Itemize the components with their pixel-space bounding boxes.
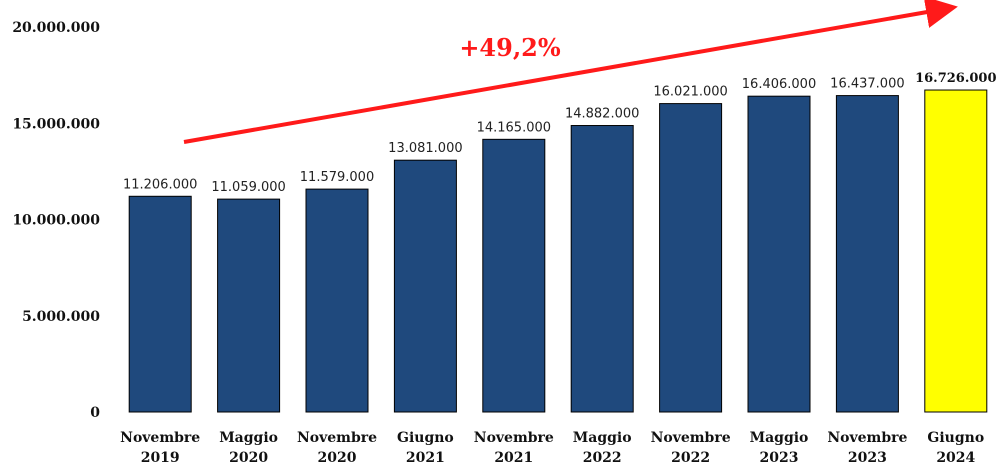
x-tick-label-year: 2021 [494, 450, 533, 466]
bar [835, 95, 899, 413]
x-tick-label-year: 2022 [671, 450, 710, 466]
x-tick-label-period: Maggio [750, 430, 809, 446]
x-tick-label-period: Novembre [651, 430, 731, 446]
x-tick-label-period: Giugno [927, 430, 984, 446]
x-tick-label-period: Maggio [219, 430, 278, 446]
bar [128, 195, 192, 413]
trend-annotation: +49,2% [183, 0, 958, 144]
x-tick-label-period: Giugno [397, 430, 454, 446]
x-tick-label-year: 2023 [848, 450, 887, 466]
bar [747, 95, 811, 413]
y-tick-label: 0 [90, 405, 100, 421]
bar [570, 125, 634, 413]
x-tick-label-year: 2019 [141, 450, 180, 466]
growth-annotation: +49,2% [459, 33, 561, 62]
trend-arrow [183, 0, 958, 144]
y-tick-label: 15.000.000 [12, 116, 100, 132]
y-tick-label: 5.000.000 [22, 309, 100, 325]
data-label: 16.021.000 [653, 85, 727, 100]
data-label: 16.726.000 [915, 71, 996, 86]
y-axis: 0 5.000.000 10.000.000 15.000.000 20.000.000 [12, 20, 100, 421]
x-tick-label-year: 2020 [318, 450, 357, 466]
bars [128, 89, 988, 413]
x-tick-label-period: Novembre [297, 430, 377, 446]
x-tick-label-period: Novembre [474, 430, 554, 446]
y-tick-label: 10.000.000 [12, 213, 100, 229]
x-tick-label-period: Novembre [827, 430, 907, 446]
data-label: 16.406.000 [742, 77, 816, 92]
bar [217, 198, 281, 413]
x-tick-label-year: 2020 [229, 450, 268, 466]
bar [482, 138, 546, 413]
data-label: 11.579.000 [300, 170, 374, 185]
x-tick-label-period: Novembre [120, 430, 200, 446]
data-label: 16.437.000 [830, 77, 904, 92]
bar [305, 188, 369, 413]
bar [393, 159, 457, 413]
x-axis: Novembre 2019 Maggio 2020 Novembre 2020 Giugno… [120, 430, 984, 466]
x-tick-label-period: Maggio [573, 430, 632, 446]
x-tick-label-year: 2023 [760, 450, 799, 466]
data-label: 14.165.000 [477, 120, 551, 135]
bar-highlight [924, 89, 988, 413]
x-tick-label-year: 2024 [936, 450, 975, 466]
bar [659, 103, 723, 413]
y-tick-label: 20.000.000 [12, 20, 100, 36]
data-label: 14.882.000 [565, 107, 639, 122]
x-tick-label-year: 2021 [406, 450, 445, 466]
data-label: 11.206.000 [123, 177, 197, 192]
data-labels: 11.206.000 11.059.000 11.579.000 13.081.000… [123, 71, 997, 195]
x-tick-label-year: 2022 [583, 450, 622, 466]
data-label: 11.059.000 [211, 180, 285, 195]
data-label: 13.081.000 [388, 141, 462, 156]
